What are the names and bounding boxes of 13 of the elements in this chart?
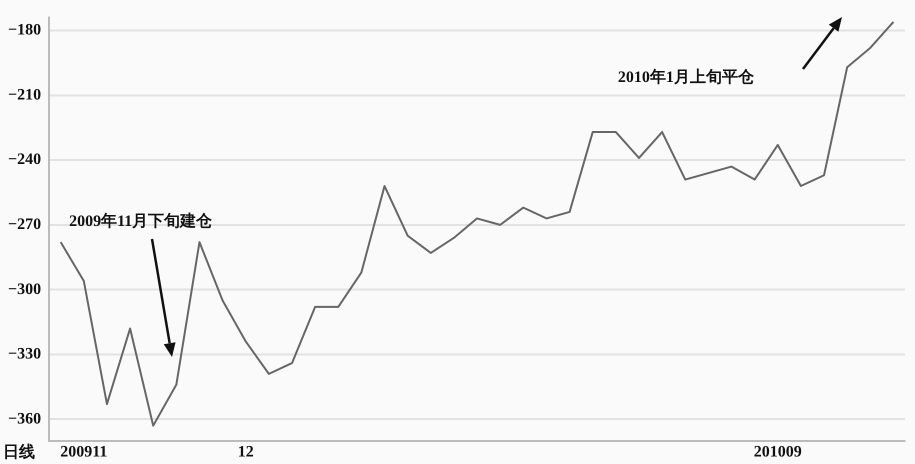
y-tick-label: −300 (8, 280, 42, 298)
y-tick-label: −270 (8, 216, 42, 234)
y-tick-label: −330 (8, 346, 42, 363)
x-tick-label: 201009 (754, 444, 802, 461)
annotation: 2010年1月上旬平仓 (618, 68, 754, 88)
x-tick-label: 200911 (60, 444, 108, 461)
y-tick-label: −180 (8, 22, 42, 39)
y-tick-label: −210 (8, 86, 42, 104)
y-tick-label: −240 (8, 151, 42, 168)
text: 日线 (3, 442, 36, 463)
x-tick-label: 12 (238, 444, 254, 461)
y-tick-label: −360 (8, 410, 42, 428)
annotation: 2009年11月下旬建仓 (69, 212, 212, 232)
